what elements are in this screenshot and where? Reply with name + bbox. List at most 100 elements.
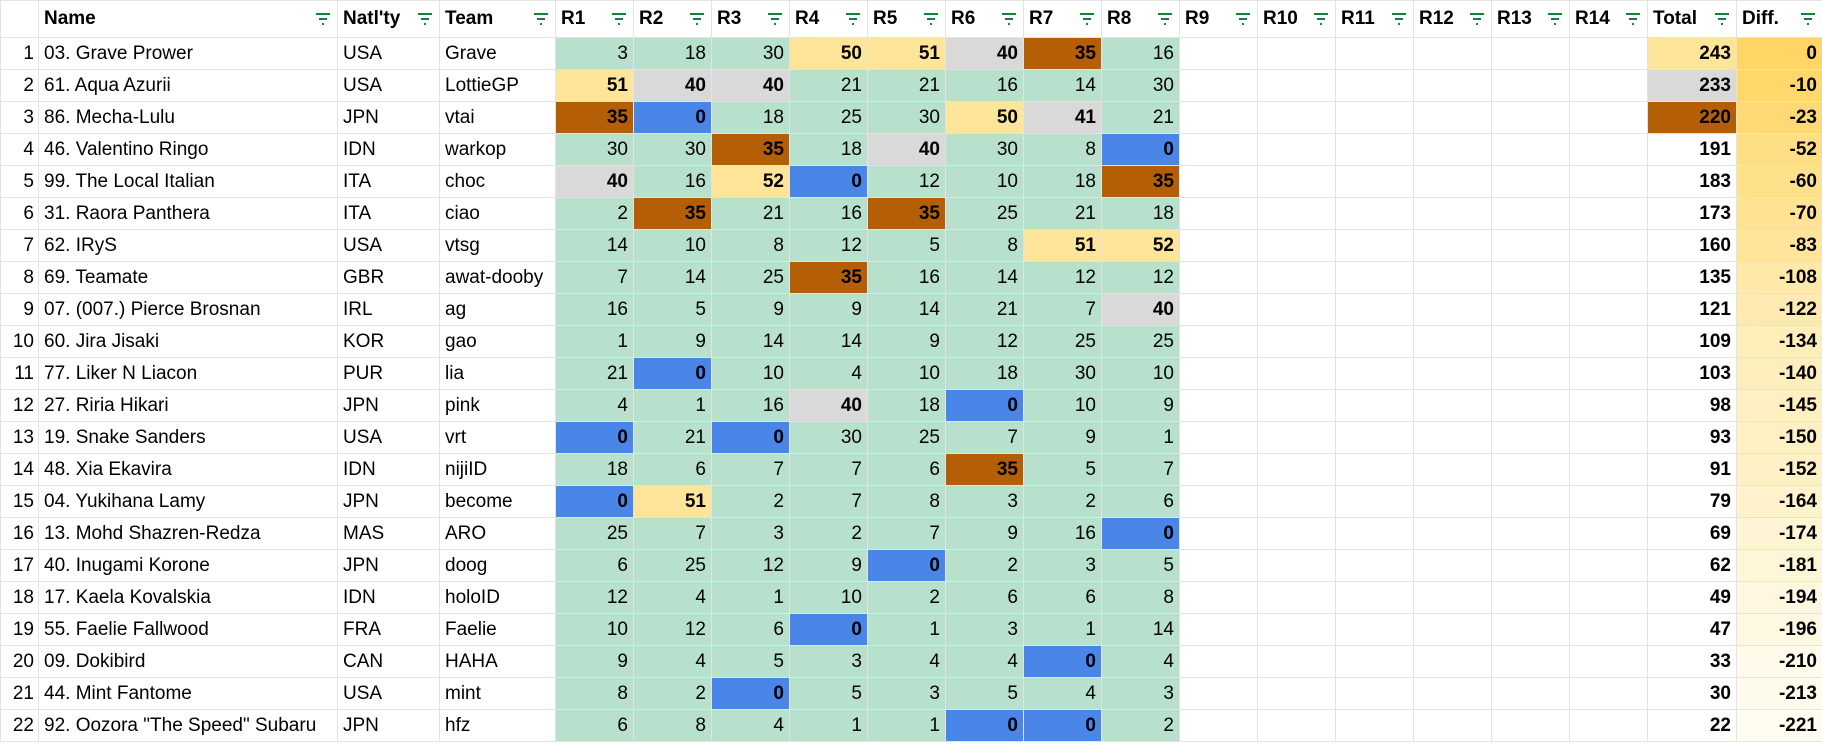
driver-name: 03. Grave Prower [38, 37, 338, 70]
total-points: 233 [1647, 69, 1737, 102]
header-row: Name Natl'ty Team R1 R2 R3 R4 R5 R6 R7 R8 R9 R10 R11 R… [0, 0, 1822, 38]
race-points: 21 [1101, 101, 1180, 134]
filter-icon[interactable] [1079, 13, 1095, 25]
row-number: 11 [0, 357, 39, 390]
filter-icon[interactable] [1157, 13, 1173, 25]
filter-icon[interactable] [315, 13, 331, 25]
data-row: 16 13. Mohd Shazren-Redza MAS ARO 25 7 3 2 7 9 16 0… [0, 517, 1822, 550]
filter-icon[interactable] [1235, 13, 1251, 25]
filter-icon[interactable] [1469, 13, 1485, 25]
driver-name: 62. IRyS [38, 229, 338, 262]
empty-cell [1491, 101, 1570, 134]
data-row: 22 92. Oozora "The Speed" Subaru JPN hfz 6 8 4… [0, 709, 1822, 742]
filter-icon[interactable] [1391, 13, 1407, 25]
race-points: 6 [555, 709, 634, 742]
empty-cell [1335, 325, 1414, 358]
empty-cell [1569, 421, 1648, 454]
empty-cell [1413, 549, 1492, 582]
empty-cell [1491, 229, 1570, 262]
filter-icon[interactable] [533, 13, 549, 25]
filter-icon[interactable] [845, 13, 861, 25]
race-points: 1 [633, 389, 712, 422]
race-points: 5 [1023, 453, 1102, 486]
race-points: 9 [711, 293, 790, 326]
race-points: 8 [633, 709, 712, 742]
empty-cell [1257, 197, 1336, 230]
team: Grave [439, 37, 556, 70]
team: awat-dooby [439, 261, 556, 294]
filter-icon[interactable] [1625, 13, 1641, 25]
empty-cell [1335, 549, 1414, 582]
empty-cell [1413, 485, 1492, 518]
race-points: 41 [1023, 101, 1102, 134]
empty-cell [1491, 357, 1570, 390]
empty-cell [1413, 645, 1492, 678]
total-points: 22 [1647, 709, 1737, 742]
column-header: R8 [1101, 0, 1180, 38]
row-number: 15 [0, 485, 39, 518]
race-points: 1 [867, 613, 946, 646]
filter-icon[interactable] [1800, 13, 1816, 25]
empty-cell [1413, 421, 1492, 454]
nationality: IDN [337, 581, 440, 614]
race-points: 0 [1023, 645, 1102, 678]
race-points: 40 [1101, 293, 1180, 326]
empty-cell [1335, 645, 1414, 678]
race-points: 0 [789, 165, 868, 198]
filter-icon[interactable] [1547, 13, 1563, 25]
empty-cell [1569, 613, 1648, 646]
points-gap: -145 [1736, 389, 1822, 422]
race-points: 8 [711, 229, 790, 262]
empty-cell [1335, 421, 1414, 454]
empty-cell [1413, 581, 1492, 614]
race-points: 16 [1023, 517, 1102, 550]
empty-cell [1413, 613, 1492, 646]
nationality: MAS [337, 517, 440, 550]
filter-icon[interactable] [1001, 13, 1017, 25]
total-points: 135 [1647, 261, 1737, 294]
empty-cell [1413, 165, 1492, 198]
race-points: 9 [1023, 421, 1102, 454]
race-points: 0 [633, 101, 712, 134]
empty-cell [1413, 325, 1492, 358]
filter-icon[interactable] [417, 13, 433, 25]
data-row: 13 19. Snake Sanders USA vrt 0 21 0 30 25 7 9 1 93 -1… [0, 421, 1822, 454]
filter-icon[interactable] [767, 13, 783, 25]
race-points: 14 [1023, 69, 1102, 102]
filter-icon[interactable] [611, 13, 627, 25]
race-points: 9 [789, 293, 868, 326]
empty-cell [1179, 165, 1258, 198]
race-points: 0 [555, 421, 634, 454]
team: lia [439, 357, 556, 390]
row-number: 20 [0, 645, 39, 678]
filter-icon[interactable] [1313, 13, 1329, 25]
empty-cell [1335, 69, 1414, 102]
points-gap: -194 [1736, 581, 1822, 614]
race-points: 12 [1101, 261, 1180, 294]
race-points: 5 [945, 677, 1024, 710]
filter-icon[interactable] [923, 13, 939, 25]
empty-cell [1179, 677, 1258, 710]
filter-icon[interactable] [1714, 13, 1730, 25]
race-points: 25 [1023, 325, 1102, 358]
race-points: 18 [945, 357, 1024, 390]
data-row: 17 40. Inugami Korone JPN doog 6 25 12 9 0 2 3 5 62-… [0, 549, 1822, 582]
driver-name: 77. Liker N Liacon [38, 357, 338, 390]
race-points: 2 [711, 485, 790, 518]
driver-name: 27. Riria Hikari [38, 389, 338, 422]
empty-cell [1413, 677, 1492, 710]
driver-name: 48. Xia Ekavira [38, 453, 338, 486]
points-gap: -23 [1736, 101, 1822, 134]
race-points: 0 [1101, 517, 1180, 550]
total-points: 69 [1647, 517, 1737, 550]
empty-cell [1491, 709, 1570, 742]
row-number: 19 [0, 613, 39, 646]
nationality: JPN [337, 389, 440, 422]
race-points: 35 [633, 197, 712, 230]
row-number: 21 [0, 677, 39, 710]
filter-icon[interactable] [689, 13, 705, 25]
race-points: 7 [945, 421, 1024, 454]
race-points: 35 [867, 197, 946, 230]
points-gap: -60 [1736, 165, 1822, 198]
